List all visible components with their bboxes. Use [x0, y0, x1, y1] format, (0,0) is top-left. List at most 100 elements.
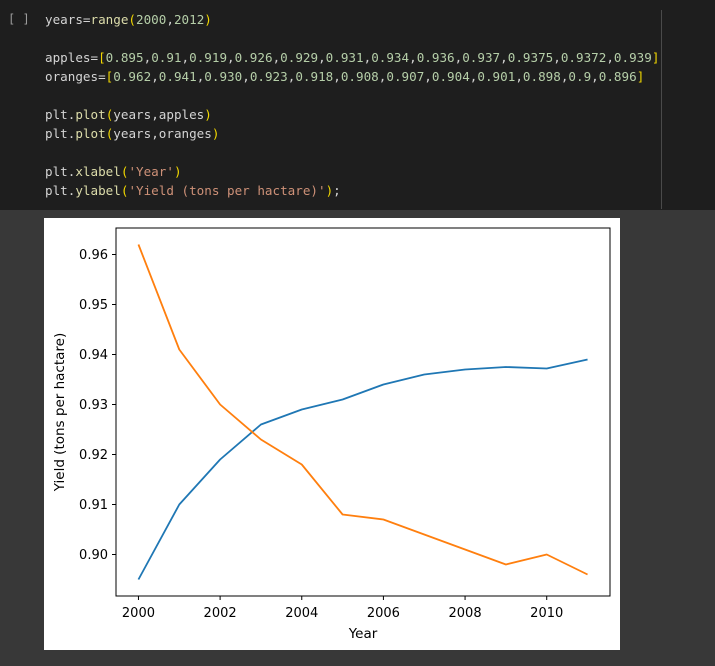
code-line: oranges=[0.962,0.941,0.930,0.923,0.918,0…: [45, 67, 659, 86]
code-line: [45, 29, 659, 48]
code-editor[interactable]: years=range(2000,2012) apples=[0.895,0.91…: [45, 10, 659, 200]
code-token: ): [204, 12, 212, 27]
x-tick-label: 2006: [367, 606, 400, 621]
code-token: ,: [469, 69, 478, 84]
code-token: years,apples: [113, 107, 205, 122]
code-token: 0.931: [325, 50, 364, 65]
code-token: 0.907: [386, 69, 425, 84]
code-token: ,: [227, 50, 235, 65]
code-line: plt.xlabel('Year'): [45, 162, 659, 181]
code-token: 0.937: [462, 50, 501, 65]
y-tick-label: 0.91: [79, 498, 108, 513]
code-token: 'Year': [128, 164, 174, 179]
code-token: (: [120, 164, 129, 179]
code-token: 0.923: [249, 69, 288, 84]
code-token: ,: [515, 69, 523, 84]
code-token: 0.908: [340, 69, 379, 84]
code-token: [: [98, 50, 106, 65]
code-token: ,: [166, 12, 174, 27]
code-token: 2000: [136, 12, 167, 27]
code-token: ,: [196, 69, 205, 84]
code-token: plot: [75, 126, 106, 141]
code-token: ): [173, 164, 182, 179]
code-token: 0.936: [416, 50, 455, 65]
code-token: ,: [454, 50, 463, 65]
code-token: 0.962: [113, 69, 152, 84]
code-token: (: [128, 12, 137, 27]
code-token: ,: [151, 69, 159, 84]
code-token: 0.930: [204, 69, 243, 84]
code-token: ,: [560, 69, 569, 84]
code-token: 2012: [173, 12, 205, 27]
x-tick-label: 2010: [530, 606, 563, 621]
code-token: ,: [424, 69, 432, 84]
code-token: 0.939: [613, 50, 652, 65]
line-chart: 2000 2002 2004 2006 2008 2010 0.90 0.91 0.92 0.93…: [52, 227, 611, 642]
code-token: 'Yield (tons per hactare)': [128, 183, 326, 198]
code-token: ylabel: [75, 183, 121, 198]
code-token: ,: [500, 50, 508, 65]
code-token: ): [325, 183, 334, 198]
code-token: ,: [242, 69, 250, 84]
code-token: ]: [651, 50, 660, 65]
code-token: ]: [636, 69, 645, 84]
code-line: apples=[0.895,0.91,0.919,0.926,0.929,0.9…: [45, 48, 659, 67]
series-line-1: [137, 358, 588, 580]
code-token: ,: [606, 50, 614, 65]
plot-area-frame: [115, 227, 611, 597]
code-token: 0.91: [151, 50, 182, 65]
code-line: [45, 143, 659, 162]
code-token: 0.9375: [507, 50, 554, 65]
code-token: ,: [409, 50, 417, 65]
code-token: (: [105, 107, 114, 122]
code-token: 0.895: [105, 50, 144, 65]
run-cell-indicator[interactable]: [ ]: [8, 12, 30, 26]
code-token: ,: [553, 50, 561, 65]
code-line: [45, 86, 659, 105]
code-token: 0.934: [371, 50, 410, 65]
code-token: 0.941: [158, 69, 197, 84]
code-token: ,: [318, 50, 326, 65]
code-token: 0.896: [598, 69, 637, 84]
x-axis-label: Year: [348, 626, 378, 642]
code-line: plt.ylabel('Yield (tons per hactare)');: [45, 181, 659, 200]
code-token: 0.9: [568, 69, 592, 84]
code-line: plt.plot(years,oranges): [45, 124, 659, 143]
code-token: ): [211, 126, 220, 141]
code-token: 0.898: [522, 69, 561, 84]
x-tick-label: 2008: [449, 606, 482, 621]
code-token: ): [204, 107, 212, 122]
code-token: years,oranges: [113, 126, 212, 141]
code-token: xlabel: [75, 164, 121, 179]
x-tick-label: 2000: [122, 606, 155, 621]
editor-scrollbar[interactable]: [661, 10, 662, 209]
y-tick-label: 0.96: [79, 248, 108, 263]
code-token: plt.: [45, 126, 76, 141]
code-token: years=: [45, 12, 91, 27]
code-token: [: [105, 69, 114, 84]
code-token: ,: [333, 69, 341, 84]
code-token: 0.901: [477, 69, 516, 84]
code-token: range: [90, 12, 129, 27]
code-token: ,: [378, 69, 387, 84]
code-token: ;: [333, 183, 341, 198]
x-tick-label: 2004: [285, 606, 318, 621]
code-token: (: [120, 183, 129, 198]
code-token: 0.904: [431, 69, 470, 84]
code-token: ,: [181, 50, 190, 65]
code-cell[interactable]: [ ] years=range(2000,2012) apples=[0.895,…: [0, 0, 715, 210]
code-token: ,: [272, 50, 281, 65]
code-token: apples=: [45, 50, 99, 65]
code-token: (: [105, 126, 114, 141]
code-token: plt.: [45, 107, 76, 122]
code-token: oranges=: [45, 69, 106, 84]
code-token: 0.9372: [560, 50, 607, 65]
y-tick-label: 0.95: [79, 298, 108, 313]
code-line: years=range(2000,2012): [45, 10, 659, 29]
code-token: ,: [591, 69, 599, 84]
code-token: ,: [143, 50, 152, 65]
x-tick-label: 2002: [204, 606, 237, 621]
cell-output: 2000 2002 2004 2006 2008 2010 0.90 0.91 0.92 0.93…: [44, 218, 620, 650]
y-axis-label: Yield (tons per hactare): [52, 333, 68, 493]
code-token: 0.918: [295, 69, 334, 84]
